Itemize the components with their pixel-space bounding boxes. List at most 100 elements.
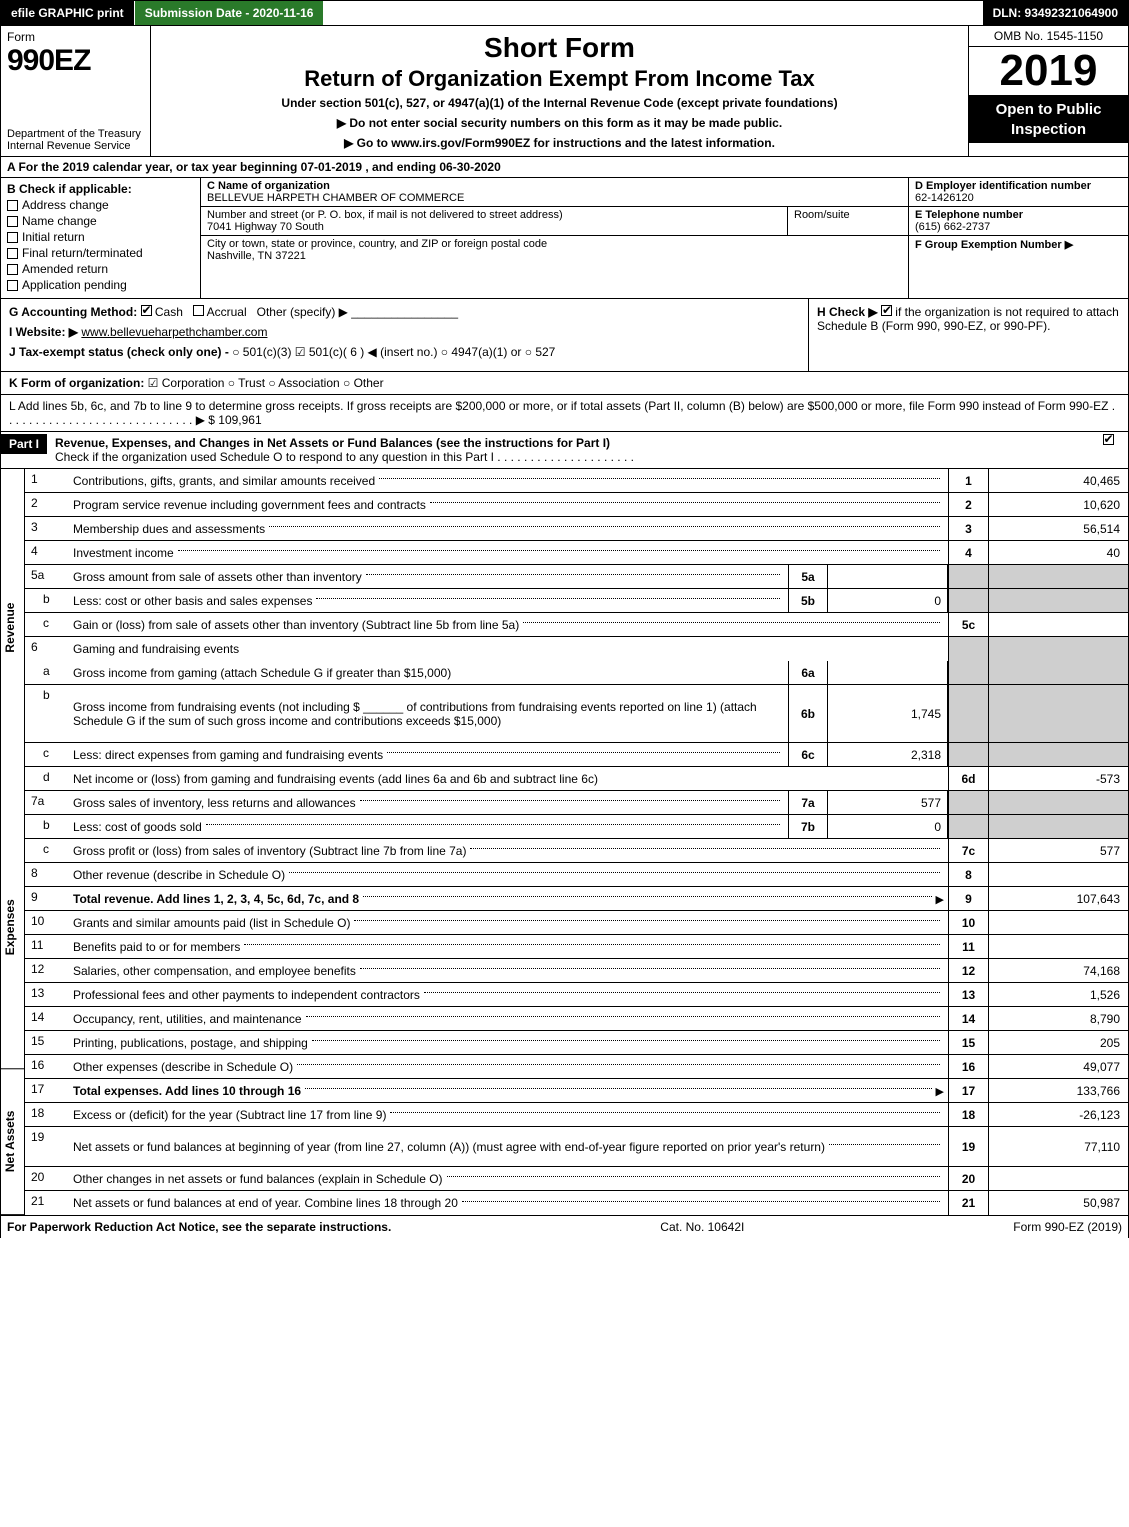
org-name-value: BELLEVUE HARPETH CHAMBER OF COMMERCE — [207, 192, 464, 204]
tax-period-row: A For the 2019 calendar year, or tax yea… — [0, 157, 1129, 178]
chk-accrual[interactable] — [193, 305, 204, 316]
line-6b: b Gross income from fundraising events (… — [25, 685, 1128, 743]
dln-label: DLN: 93492321064900 — [983, 1, 1128, 25]
cat-number: Cat. No. 10642I — [660, 1220, 744, 1234]
section-f: F Group Exemption Number ▶ — [909, 236, 1128, 253]
header-right: OMB No. 1545-1150 2019 Open to Public In… — [968, 26, 1128, 156]
line-6b-value: 1,745 — [828, 685, 948, 742]
line-6: 6 Gaming and fundraising events — [25, 637, 1128, 661]
omb-number: OMB No. 1545-1150 — [969, 26, 1128, 47]
phone-value: (615) 662-2737 — [915, 221, 990, 233]
line-5c: c Gain or (loss) from sale of assets oth… — [25, 613, 1128, 637]
line-3-value: 56,514 — [988, 517, 1128, 540]
line-14-value: 8,790 — [988, 1007, 1128, 1030]
topbar-spacer — [324, 1, 982, 25]
line-2-value: 10,620 — [988, 493, 1128, 516]
line-16: 16 Other expenses (describe in Schedule … — [25, 1055, 1128, 1079]
org-name-label: C Name of organization — [207, 180, 330, 192]
line-5a-value — [828, 565, 948, 588]
dept-line: Department of the Treasury — [7, 128, 144, 140]
line-9-value: 107,643 — [988, 887, 1128, 910]
form-word: Form — [7, 30, 144, 44]
part-i-title: Revenue, Expenses, and Changes in Net As… — [55, 436, 610, 450]
addr-value: 7041 Highway 70 South — [207, 221, 324, 233]
line-7a-value: 577 — [828, 791, 948, 814]
line-18-value: -26,123 — [988, 1103, 1128, 1126]
part-i-table: Revenue Expenses Net Assets 1 Contributi… — [0, 469, 1129, 1216]
lines-column: 1 Contributions, gifts, grants, and simi… — [25, 469, 1128, 1215]
header-center: Short Form Return of Organization Exempt… — [151, 26, 968, 156]
top-bar: efile GRAPHIC print Submission Date - 20… — [0, 0, 1129, 26]
line-9: 9 Total revenue. Add lines 1, 2, 3, 4, 5… — [25, 887, 1128, 911]
section-e: E Telephone number (615) 662-2737 — [909, 207, 1128, 236]
line-6d-value: -573 — [988, 767, 1128, 790]
efile-print-button[interactable]: efile GRAPHIC print — [1, 1, 135, 25]
org-name-row: C Name of organization BELLEVUE HARPETH … — [201, 178, 908, 207]
org-address-row: Number and street (or P. O. box, if mail… — [201, 207, 908, 236]
part-i-checkbox[interactable] — [1088, 434, 1128, 448]
line-16-value: 49,077 — [988, 1055, 1128, 1078]
website-link[interactable]: www.bellevueharpethchamber.com — [81, 325, 267, 339]
line-5b-value: 0 — [828, 589, 948, 612]
line-8-value — [988, 863, 1128, 886]
chk-address-change[interactable]: Address change — [7, 198, 194, 212]
section-c-wrap: C Name of organization BELLEVUE HARPETH … — [201, 178, 1128, 298]
section-tabs: Revenue Expenses Net Assets — [1, 469, 25, 1215]
line-6c-value: 2,318 — [828, 743, 948, 766]
ein-value: 62-1426120 — [915, 192, 974, 204]
part-i-badge: Part I — [1, 434, 47, 454]
phone-label: E Telephone number — [915, 209, 1023, 221]
chk-schedule-b-not-required[interactable] — [881, 305, 892, 316]
open-to-public-badge: Open to Public Inspection — [969, 96, 1128, 143]
irs-line: Internal Revenue Service — [7, 140, 144, 152]
paperwork-notice: For Paperwork Reduction Act Notice, see … — [7, 1220, 391, 1234]
line-11: 11 Benefits paid to or for members 11 — [25, 935, 1128, 959]
dept-block: Department of the Treasury Internal Reve… — [7, 118, 144, 152]
goto-link[interactable]: ▶ Go to www.irs.gov/Form990EZ for instru… — [161, 136, 958, 150]
section-g-i-j: G Accounting Method: Cash Accrual Other … — [1, 299, 808, 371]
chk-final-return[interactable]: Final return/terminated — [7, 246, 194, 260]
line-13-value: 1,526 — [988, 983, 1128, 1006]
tax-exempt-status-row: J Tax-exempt status (check only one) - ○… — [9, 345, 800, 359]
line-21: 21 Net assets or fund balances at end of… — [25, 1191, 1128, 1215]
line-5b: b Less: cost or other basis and sales ex… — [25, 589, 1128, 613]
chk-cash[interactable] — [141, 305, 152, 316]
line-5c-value — [988, 613, 1128, 636]
section-h: H Check ▶ if the organization is not req… — [808, 299, 1128, 371]
line-6a: a Gross income from gaming (attach Sched… — [25, 661, 1128, 685]
section-d: D Employer identification number 62-1426… — [909, 178, 1128, 207]
under-section-text: Under section 501(c), 527, or 4947(a)(1)… — [161, 96, 958, 110]
line-6c: c Less: direct expenses from gaming and … — [25, 743, 1128, 767]
part-i-check-text: Check if the organization used Schedule … — [55, 450, 634, 464]
ssn-warning: ▶ Do not enter social security numbers o… — [161, 116, 958, 130]
line-21-value: 50,987 — [988, 1191, 1128, 1215]
part-i-header-row: Part I Revenue, Expenses, and Changes in… — [0, 432, 1129, 469]
line-3: 3 Membership dues and assessments 3 56,5… — [25, 517, 1128, 541]
group-exemption-label: F Group Exemption Number ▶ — [915, 239, 1073, 251]
line-10-value — [988, 911, 1128, 934]
line-7b: b Less: cost of goods sold 7b 0 — [25, 815, 1128, 839]
line-6a-value — [828, 661, 948, 684]
ein-label: D Employer identification number — [915, 180, 1091, 192]
line-14: 14 Occupancy, rent, utilities, and maint… — [25, 1007, 1128, 1031]
chk-initial-return[interactable]: Initial return — [7, 230, 194, 244]
section-k: K Form of organization: ☑ Corporation ○ … — [0, 372, 1129, 395]
form-title: Short Form — [161, 32, 958, 64]
form-footer-id: Form 990-EZ (2019) — [1013, 1220, 1122, 1234]
tab-net-assets: Net Assets — [1, 1069, 24, 1215]
line-1: 1 Contributions, gifts, grants, and simi… — [25, 469, 1128, 493]
tab-expenses: Expenses — [1, 786, 24, 1069]
line-12-value: 74,168 — [988, 959, 1128, 982]
line-4: 4 Investment income 4 40 — [25, 541, 1128, 565]
org-info-block: B Check if applicable: Address change Na… — [0, 178, 1129, 299]
line-1-value: 40,465 — [988, 469, 1128, 492]
chk-name-change[interactable]: Name change — [7, 214, 194, 228]
line-7a: 7a Gross sales of inventory, less return… — [25, 791, 1128, 815]
addr-label: Number and street (or P. O. box, if mail… — [207, 209, 563, 221]
accounting-method-row: G Accounting Method: Cash Accrual Other … — [9, 305, 800, 319]
submission-date-badge: Submission Date - 2020-11-16 — [135, 1, 325, 25]
form-id-block: Form 990EZ Department of the Treasury In… — [1, 26, 151, 156]
chk-amended-return[interactable]: Amended return — [7, 262, 194, 276]
line-12: 12 Salaries, other compensation, and emp… — [25, 959, 1128, 983]
chk-application-pending[interactable]: Application pending — [7, 278, 194, 292]
